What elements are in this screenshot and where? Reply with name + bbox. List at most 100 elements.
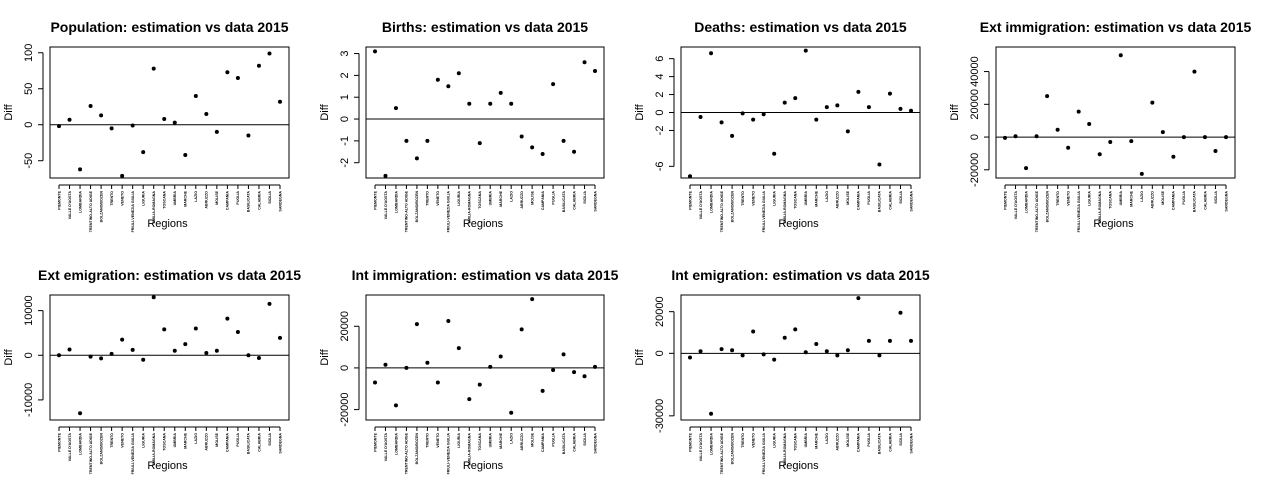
data-point xyxy=(551,82,556,87)
data-point xyxy=(141,150,146,155)
data-point xyxy=(246,353,251,358)
x-tick-label: TRENTO xyxy=(741,191,745,206)
x-tick-label: BASILICATA xyxy=(247,191,251,213)
x-tick-label: CAMPANIA xyxy=(226,433,230,453)
x-tick-label: TRENTINO-ALTO ADIGE xyxy=(89,432,93,474)
x-tick-label: PIEMONTE xyxy=(373,190,377,209)
x-tick-label: UMBRIA xyxy=(489,191,493,206)
chart-title: Births: estimation vs data 2015 xyxy=(382,19,588,35)
x-tick-label: VENETO xyxy=(120,433,124,448)
data-point xyxy=(446,84,451,89)
x-tick-label: FRIULI-VENEZIA GIULIA xyxy=(1077,191,1081,233)
x-tick-label: LIGURIA xyxy=(772,433,776,448)
data-point xyxy=(1055,127,1060,132)
data-point xyxy=(214,348,219,353)
data-point xyxy=(414,156,419,161)
x-tick-label: FRIULI-VENEZIA GIULIA xyxy=(447,191,451,233)
x-tick-label: FRIULI-VENEZIA GIULIA xyxy=(131,433,135,475)
data-point xyxy=(709,411,714,416)
data-point xyxy=(698,349,703,354)
data-point xyxy=(109,126,114,131)
y-tick-label: -30000 xyxy=(654,399,666,433)
data-point xyxy=(1097,152,1102,157)
x-tick-label: SARDEGNA xyxy=(1224,191,1228,212)
data-point xyxy=(887,91,892,96)
data-point xyxy=(593,69,597,74)
chart-panel-4: Ext immigration: estimation vs data 2015… xyxy=(949,19,1251,232)
data-point xyxy=(383,362,388,367)
x-tick-label: PIEMONTE xyxy=(57,190,61,209)
y-axis-label: Diff xyxy=(3,103,15,120)
data-point xyxy=(740,353,745,358)
data-point xyxy=(1087,121,1092,126)
x-tick-label: MOLISE xyxy=(846,432,850,446)
y-tick-label: -20000 xyxy=(339,392,351,426)
data-point xyxy=(582,60,587,65)
x-tick-label: CAMPANIA xyxy=(857,191,861,211)
data-point xyxy=(519,327,524,332)
plot-frame xyxy=(49,294,290,421)
x-tick-label: SICILIA xyxy=(1214,191,1218,204)
y-axis-label: Diff xyxy=(319,103,331,120)
y-tick-label: -6 xyxy=(654,161,666,171)
data-point xyxy=(393,106,398,111)
x-tick-label: EMILIA-ROMAGNA xyxy=(152,191,156,224)
x-tick-label: EMILIA-ROMAGNA xyxy=(468,191,472,224)
x-tick-label: LOMBARDIA xyxy=(709,433,713,455)
chart-title: Int immigration: estimation vs data 2015 xyxy=(352,267,619,283)
data-point xyxy=(1129,139,1134,144)
chart-panel-5: Ext emigration: estimation vs data 2015 -… xyxy=(3,267,301,474)
x-tick-label: VALLE D'AOSTA xyxy=(384,191,388,220)
data-point xyxy=(582,374,587,379)
x-tick-label: VALLE D'AOSTA xyxy=(68,433,72,462)
data-point xyxy=(373,380,377,385)
x-tick-label: TOSCANA xyxy=(163,191,167,209)
x-tick-label: BOLZANO/BOZEN xyxy=(415,191,419,223)
data-point xyxy=(67,117,72,122)
data-point xyxy=(1139,171,1144,176)
x-tick-label: TRENTINO-ALTO ADIGE xyxy=(720,190,724,232)
data-point xyxy=(1171,154,1176,159)
x-tick-label: LIGURIA xyxy=(141,433,145,448)
y-axis-label: Diff xyxy=(319,348,331,365)
plot-frame xyxy=(680,294,921,421)
x-tick-label: SICILIA xyxy=(268,191,272,204)
y-tick-label: 2 xyxy=(654,91,666,97)
data-point xyxy=(740,111,745,116)
x-tick-label: BOLZANO/BOZEN xyxy=(415,433,419,465)
data-point xyxy=(709,51,714,56)
x-tick-label: PIEMONTE xyxy=(688,190,692,209)
x-tick-label: UMBRIA xyxy=(804,191,808,206)
data-point xyxy=(909,108,913,113)
x-tick-label: TRENTO xyxy=(110,191,114,206)
data-point xyxy=(1224,135,1228,140)
chart-title: Population: estimation vs data 2015 xyxy=(50,19,288,35)
data-point xyxy=(204,351,209,356)
x-tick-label: MOLISE xyxy=(215,190,219,204)
plot-frame xyxy=(365,46,605,179)
data-point xyxy=(267,301,272,306)
data-point xyxy=(225,316,230,321)
x-tick-label: SICILIA xyxy=(583,191,587,204)
x-tick-label: MOLISE xyxy=(1161,190,1165,204)
x-tick-label: LIGURIA xyxy=(772,191,776,206)
data-point xyxy=(877,353,882,358)
data-point xyxy=(1213,148,1218,153)
data-point xyxy=(688,174,692,179)
data-point xyxy=(204,111,209,116)
chart-panel-7: Int emigration: estimation vs data 2015 -… xyxy=(634,267,930,474)
x-tick-label: CALABRIA xyxy=(888,191,892,210)
chart-title: Ext emigration: estimation vs data 2015 xyxy=(38,267,301,283)
y-tick-label: 10000 xyxy=(23,295,35,326)
x-tick-label: TRENTO xyxy=(426,433,430,448)
data-point xyxy=(730,348,735,353)
data-point xyxy=(498,354,503,359)
data-point xyxy=(1202,135,1207,140)
x-tick-label: VENETO xyxy=(436,191,440,206)
x-axis-label: Regions xyxy=(778,218,819,230)
data-point xyxy=(267,51,272,56)
x-tick-label: TOSCANA xyxy=(1109,191,1113,209)
plot-frame xyxy=(995,46,1236,179)
x-tick-label: CALABRIA xyxy=(257,191,261,210)
data-point xyxy=(1034,134,1039,139)
